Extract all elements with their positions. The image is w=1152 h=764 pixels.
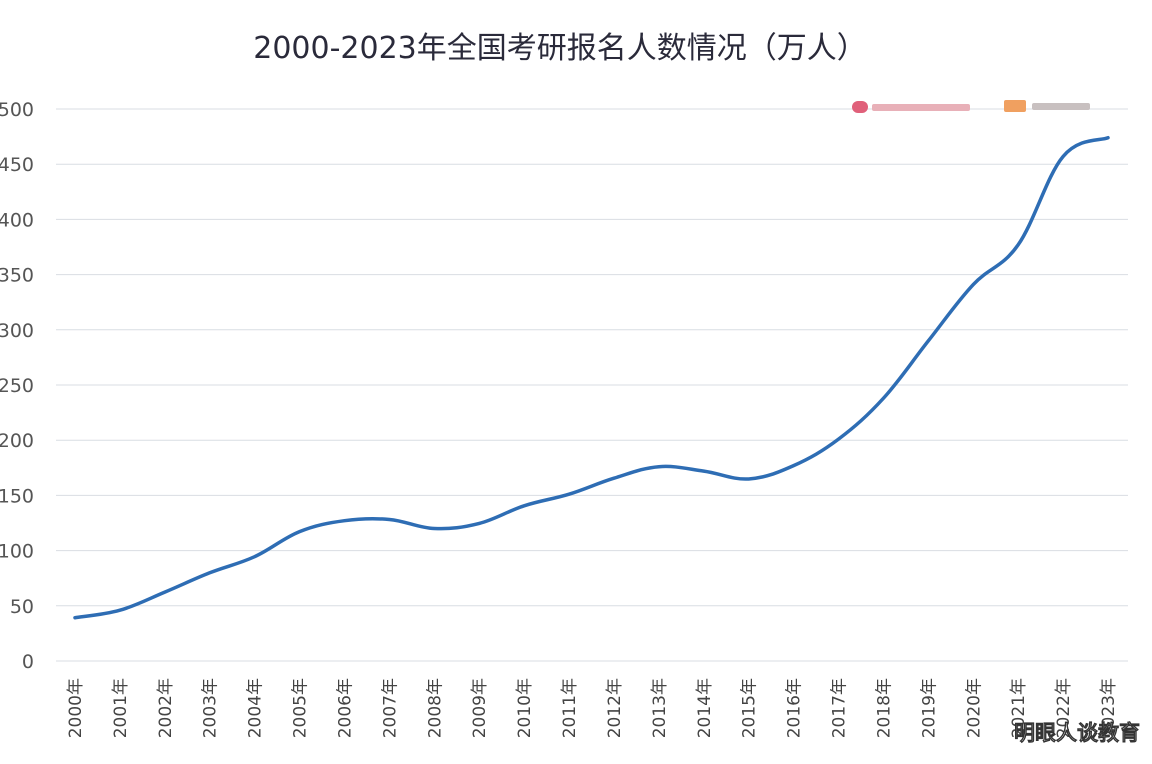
y-tick-label: 500	[0, 99, 34, 121]
legend-swatch-2	[1004, 100, 1026, 112]
y-tick-label: 400	[0, 209, 34, 231]
y-tick-label: 450	[0, 154, 34, 176]
x-tick-label: 2000年	[66, 678, 86, 738]
x-tick-label: 2003年	[201, 678, 221, 738]
data-point	[433, 527, 436, 530]
x-tick-label: 2002年	[156, 678, 176, 738]
data-point	[927, 339, 930, 343]
x-tick-label: 2004年	[246, 678, 266, 738]
y-tick-label: 200	[0, 430, 34, 452]
data-point	[298, 530, 301, 533]
data-point	[118, 609, 122, 612]
y-tick-label: 300	[0, 320, 34, 342]
data-point	[478, 522, 481, 525]
data-point	[657, 465, 661, 468]
y-tick-label: 100	[0, 541, 34, 563]
x-tick-label: 2013年	[650, 678, 670, 738]
y-axis-tick-labels: 0 50 100 150 200 250 300 350 400 450 500	[0, 99, 34, 673]
x-tick-label: 2022年	[1054, 678, 1074, 738]
data-point	[567, 492, 571, 496]
x-axis-tick-labels: 2000年 2001年 2002年 2003年 2004年 2005年 2006年 2007年…	[66, 678, 1119, 738]
x-tick-label: 2007年	[380, 678, 400, 738]
data-point	[702, 469, 705, 473]
chart-title: 2000-2023年全国考研报名人数情况（万人）	[253, 31, 867, 66]
data-point	[163, 590, 167, 594]
x-tick-label: 2005年	[291, 678, 311, 738]
x-tick-label: 2020年	[964, 678, 984, 738]
x-tick-label: 2006年	[335, 678, 355, 738]
watermark-text: 明眼人谈教育	[1014, 721, 1140, 745]
y-tick-label: 0	[22, 651, 34, 673]
y-tick-label: 150	[0, 485, 34, 507]
grid-lines	[56, 108, 1128, 662]
x-tick-label: 2010年	[515, 678, 535, 738]
data-point	[837, 437, 840, 441]
x-tick-label: 2001年	[111, 678, 131, 738]
y-tick-label: 50	[10, 596, 34, 618]
x-tick-label: 2008年	[425, 678, 445, 738]
data-point	[612, 476, 616, 480]
x-tick-label: 2016年	[785, 678, 805, 738]
x-tick-label: 2009年	[470, 678, 490, 738]
data-point	[253, 555, 256, 558]
legend-text-2	[1032, 103, 1090, 110]
data-point	[882, 397, 885, 400]
data-point	[208, 571, 211, 574]
legend-swatch-1	[852, 101, 868, 113]
y-tick-label: 350	[0, 265, 34, 287]
y-tick-label: 250	[0, 375, 34, 397]
x-tick-label: 2011年	[560, 678, 580, 738]
data-point	[1016, 243, 1020, 246]
data-point	[522, 504, 526, 507]
series-lines	[73, 135, 1110, 620]
series-line	[73, 135, 1110, 620]
x-tick-label: 2021年	[1009, 678, 1029, 738]
x-tick-label: 2014年	[695, 678, 715, 738]
x-tick-label: 2018年	[874, 678, 894, 738]
x-tick-label: 2019年	[919, 678, 939, 738]
data-point	[1106, 136, 1110, 139]
data-point	[747, 477, 750, 481]
x-tick-label: 2023年	[1099, 678, 1119, 738]
x-tick-label: 2015年	[740, 678, 760, 738]
data-point	[972, 283, 975, 286]
legend	[852, 100, 1090, 113]
data-point	[73, 616, 77, 619]
data-point	[388, 518, 391, 521]
data-point	[1061, 155, 1065, 158]
x-tick-label: 2017年	[830, 678, 850, 738]
x-tick-label: 2012年	[605, 678, 625, 738]
legend-text-1	[872, 104, 970, 111]
data-point	[343, 519, 346, 522]
data-point	[792, 464, 795, 467]
